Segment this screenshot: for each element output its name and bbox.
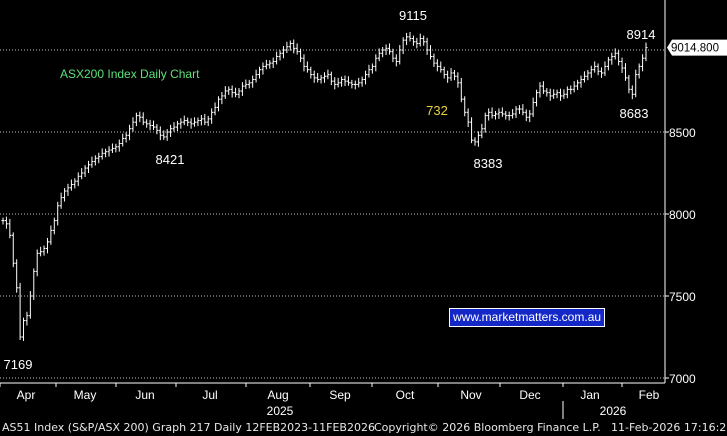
y-tick-label: 8000 — [669, 208, 696, 222]
month-label: Aug — [267, 388, 288, 402]
year-label: 2025 — [267, 404, 294, 418]
chart-title: ASX200 Index Daily Chart — [60, 67, 200, 81]
y-axis: 7000 7500 8000 8500 9014.800 — [664, 0, 727, 386]
month-label: Apr — [17, 388, 36, 402]
footer-index-info: AS51 Index (S&P/ASX 200) Graph 217 Daily… — [2, 421, 375, 434]
y-tick-label: 7500 — [669, 290, 696, 304]
watermark-link[interactable]: www.marketmatters.com.au — [449, 308, 606, 327]
month-label: Dec — [519, 388, 540, 402]
annotation-label: 9115 — [399, 8, 427, 23]
y-tick-label: 8500 — [669, 126, 696, 140]
year-label: 2026 — [600, 404, 627, 418]
month-label: Oct — [396, 388, 415, 402]
y-tick-label: 7000 — [669, 372, 696, 386]
annotation-label: 8383 — [474, 156, 503, 171]
last-price-box — [667, 39, 727, 56]
annotation-label: 8683 — [620, 106, 649, 121]
month-label: Sep — [329, 388, 351, 402]
annotation-label: 7169 — [4, 357, 33, 372]
footer-timestamp: 11-Feb-2026 17:16:23 — [611, 421, 727, 434]
month-label: Jan — [580, 388, 599, 402]
price-chart: 7000 7500 8000 8500 9014.800 Apr May Jun Jul Aug… — [0, 0, 727, 419]
x-axis: Apr May Jun Jul Aug Sep Oct Nov Dec Jan Feb 2025 202… — [0, 382, 665, 419]
month-label: Jul — [202, 388, 217, 402]
annotation-label: 8914 — [627, 27, 656, 42]
annotations: 7169 8421 9115 732 8383 8914 8683 — [4, 8, 656, 372]
month-label: May — [74, 388, 97, 402]
month-label: Nov — [460, 388, 481, 402]
month-label: Feb — [639, 388, 660, 402]
price-bars — [1, 31, 648, 341]
last-price-label: 9014.800 — [671, 43, 719, 55]
month-label: Jun — [135, 388, 154, 402]
annotation-label: 732 — [426, 103, 448, 118]
footer-bar: AS51 Index (S&P/ASX 200) Graph 217 Daily… — [0, 419, 727, 436]
chart-grid — [0, 49, 665, 379]
annotation-label: 8421 — [156, 152, 185, 167]
footer-copyright: Copyright© 2026 Bloomberg Finance L.P. — [374, 421, 601, 434]
